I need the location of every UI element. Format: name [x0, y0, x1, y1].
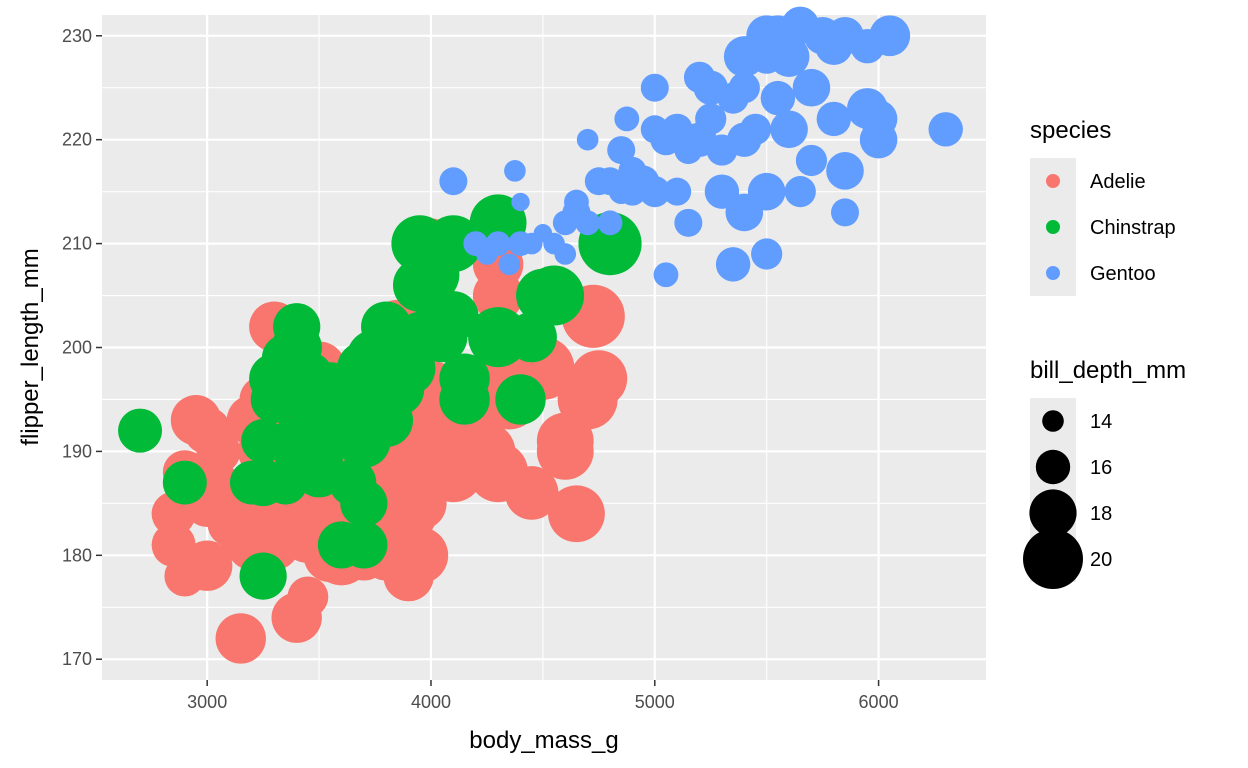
point-adelie	[215, 613, 266, 664]
x-axis-title: body_mass_g	[469, 727, 618, 754]
point-gentoo	[831, 198, 860, 227]
point-adelie	[151, 522, 196, 567]
point-chinstrap	[495, 374, 546, 425]
size-label-18: 18	[1090, 503, 1112, 525]
point-gentoo	[760, 80, 796, 116]
point-gentoo	[597, 210, 623, 236]
species-key-adelie	[1046, 174, 1060, 188]
y-tick-label: 220	[62, 130, 92, 150]
y-axis-title: flipper_length_mm	[17, 248, 44, 445]
size-label-20: 20	[1090, 549, 1112, 571]
y-tick-label: 200	[62, 338, 92, 358]
point-chinstrap	[428, 291, 479, 342]
point-gentoo	[504, 160, 526, 182]
point-adelie	[504, 466, 559, 520]
point-adelie	[391, 526, 449, 584]
point-gentoo	[498, 253, 521, 276]
size-legend: bill_depth_mm 14 16 18 20	[1023, 357, 1186, 589]
size-key-16	[1035, 449, 1071, 485]
size-key-14	[1042, 410, 1064, 432]
point-gentoo	[869, 15, 911, 57]
point-gentoo	[695, 103, 727, 135]
point-chinstrap	[340, 479, 388, 527]
x-tick-label: 3000	[187, 692, 227, 712]
point-adelie	[287, 576, 329, 618]
point-gentoo	[663, 177, 692, 206]
x-tick-label: 4000	[411, 692, 451, 712]
size-label-16: 16	[1090, 457, 1112, 479]
data-points	[118, 6, 963, 664]
species-legend: species Adelie Chinstrap Gentoo	[1030, 117, 1176, 296]
point-gentoo	[511, 192, 530, 212]
point-gentoo	[859, 120, 898, 159]
point-gentoo	[439, 167, 468, 196]
y-tick-labels: 170 180 190 200 210 220 230	[62, 26, 92, 669]
point-chinstrap	[524, 265, 585, 326]
point-gentoo	[784, 176, 816, 208]
size-legend-title: bill_depth_mm	[1030, 357, 1186, 384]
axis-ticks	[96, 35, 880, 686]
species-key-chinstrap	[1046, 220, 1060, 234]
y-tick-label: 210	[62, 234, 92, 254]
species-legend-title: species	[1030, 117, 1111, 144]
point-gentoo	[728, 72, 760, 104]
point-gentoo	[739, 113, 772, 145]
point-chinstrap	[439, 374, 490, 425]
point-chinstrap	[239, 552, 287, 600]
y-tick-label: 230	[62, 26, 92, 46]
point-gentoo	[674, 208, 703, 237]
point-gentoo	[715, 247, 751, 282]
x-tick-labels: 3000 4000 5000 6000	[187, 692, 898, 712]
size-key-20	[1023, 529, 1083, 589]
point-gentoo	[792, 68, 831, 107]
point-gentoo	[928, 112, 963, 147]
point-gentoo	[795, 144, 828, 177]
species-label-chinstrap: Chinstrap	[1090, 217, 1176, 239]
point-chinstrap	[162, 460, 207, 505]
point-gentoo	[768, 36, 810, 77]
y-tick-label: 170	[62, 649, 92, 669]
point-adelie	[181, 540, 233, 591]
x-tick-label: 6000	[859, 692, 899, 712]
point-adelie	[570, 350, 628, 408]
point-adelie	[548, 485, 605, 543]
point-gentoo	[614, 106, 640, 132]
point-gentoo	[653, 262, 679, 288]
point-gentoo	[640, 73, 669, 102]
point-gentoo	[639, 176, 671, 208]
point-gentoo	[575, 210, 601, 236]
y-tick-label: 180	[62, 545, 92, 565]
point-gentoo	[485, 231, 511, 256]
point-gentoo	[747, 172, 786, 211]
size-key-18	[1029, 489, 1077, 537]
point-gentoo	[770, 110, 808, 149]
y-tick-label: 190	[62, 441, 92, 461]
size-label-14: 14	[1090, 411, 1112, 433]
point-chinstrap	[506, 311, 557, 363]
point-gentoo	[751, 238, 783, 270]
point-gentoo	[554, 243, 577, 265]
species-label-adelie: Adelie	[1090, 171, 1146, 193]
point-chinstrap	[340, 521, 388, 569]
point-gentoo	[576, 128, 599, 151]
point-adelie	[196, 429, 241, 474]
point-gentoo	[607, 136, 636, 165]
species-key-gentoo	[1046, 266, 1060, 280]
point-gentoo	[826, 152, 864, 190]
point-gentoo	[816, 101, 852, 137]
point-chinstrap	[424, 215, 482, 272]
species-label-gentoo: Gentoo	[1090, 263, 1156, 285]
point-chinstrap	[118, 408, 163, 453]
x-tick-label: 5000	[635, 692, 675, 712]
